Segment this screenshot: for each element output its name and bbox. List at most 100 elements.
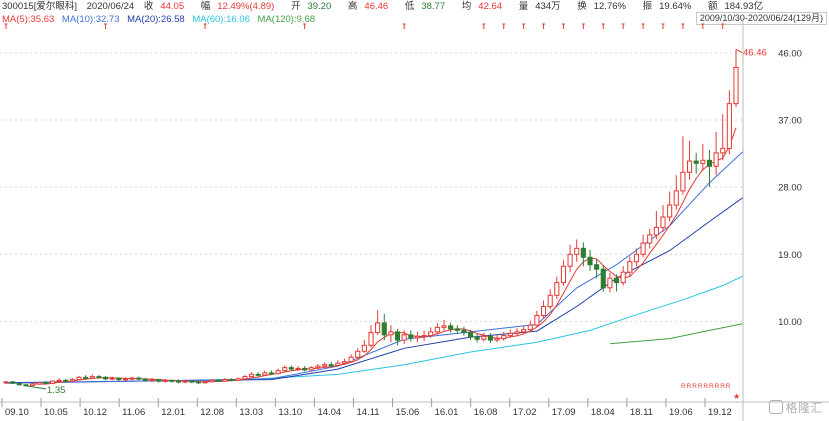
candle-body [23,384,29,387]
low-label: 低 [404,1,415,12]
candle-body [248,373,255,378]
candle-body [375,322,381,334]
x-tick-label: 19.12 [708,407,732,418]
candle-body [507,332,513,337]
candle-body [673,190,679,206]
candle-body [169,379,175,382]
candle-body [587,256,593,266]
candle-body [235,378,241,381]
x-tick-label: 13.10 [278,407,302,418]
open-label: 开 [290,1,301,12]
candle-body [514,331,520,334]
candle-body [567,253,573,267]
r-marker: R [681,383,686,390]
ma120-line [609,323,743,345]
x-tick-label: 18.04 [591,407,615,418]
candle-body [43,382,49,385]
candle-body [136,377,142,380]
candle-body [328,364,334,367]
amplitude-value: 19.64% [659,1,692,12]
candle-body [129,377,135,380]
candle-body [348,356,354,363]
date-range-box[interactable]: 2009/10/30-2020/06/24(129月) [695,12,827,25]
ma20-legend: MA(20):26.58 [127,14,185,25]
candle-body [487,335,494,341]
candle-body [633,253,640,263]
x-tick-label: 10.12 [83,407,107,418]
candle-body [441,325,447,328]
x-tick-label: 09.10 [5,407,29,418]
candle-body [653,226,659,236]
candle-body [36,382,42,385]
candle-body [554,282,560,296]
candle-body [706,159,713,167]
high-value: 46.46 [364,1,389,12]
x-tick-label: 10.05 [44,407,68,418]
change-label: 幅 [200,1,211,12]
candle-body [242,376,248,380]
candle-body [209,379,215,383]
candle-body [401,334,407,341]
candle-body [16,382,22,386]
high-label: 高 [347,1,358,12]
x-tick-label: 16.08 [474,407,498,418]
candle-body [215,379,221,382]
candle-body [428,331,434,337]
candle-body [620,271,626,284]
ma60-line [205,275,743,383]
candle-body [361,344,367,352]
stock-code-name: 300015[爱尔眼科] [2,1,77,12]
ma5-legend: MA(5):35.63 [2,14,55,25]
y-tick-label: 28.00 [778,183,802,194]
candle-body [321,364,328,367]
candle-body [534,314,540,326]
open-field: 开 39.20 [291,1,338,12]
candle-body [335,362,341,366]
candle-body [156,379,162,382]
close-value: 44.05 [160,1,185,12]
candle-body [149,379,155,382]
candle-body [660,216,666,228]
avg-field: 均 42.64 [462,1,509,12]
candle-body [580,247,586,258]
amplitude-label: 振 [642,1,653,12]
candle-body [667,204,673,218]
y-tick-label: 46.00 [778,48,802,59]
candle-body [202,381,208,384]
candle-body [222,379,228,382]
close-field: 收 44.05 [144,1,191,12]
candle-body [454,328,460,331]
ma60-legend: MA(60):16.06 [192,14,250,25]
x-tick-label: 14.04 [317,407,341,418]
candle-body [547,294,553,307]
candle-body [83,376,89,379]
x-tick-label: 17.09 [552,407,576,418]
low-annotation: 1.35 [47,385,65,396]
r-marker: R [692,383,697,390]
candle-body [686,160,693,173]
amount-label: 额 [708,1,718,12]
candle-body [560,265,567,284]
candle-body [268,372,275,375]
low-field: 低 38.77 [405,1,452,12]
volume-value: 434万 [535,1,561,12]
candle-body [69,379,75,382]
r-marker: R [709,383,714,390]
candle-body [521,329,527,333]
turnover-label: 换 [577,1,587,12]
ma10-legend: MA(10):32.73 [61,14,120,25]
candle-body [302,367,308,371]
x-tick-label: 13.03 [239,407,263,418]
candle-body [467,332,474,338]
star-marker: ★ [733,392,740,401]
low-value: 38.77 [421,1,446,12]
candle-body [474,336,480,340]
candle-body [527,324,533,331]
candle-body [733,66,739,105]
candle-body [295,367,301,370]
candle-body [408,334,414,339]
candle-body [607,277,613,289]
candle-body [122,378,129,381]
ma-legend: MA(5):35.63 MA(10):32.73 MA(20):26.58 MA… [2,13,320,26]
